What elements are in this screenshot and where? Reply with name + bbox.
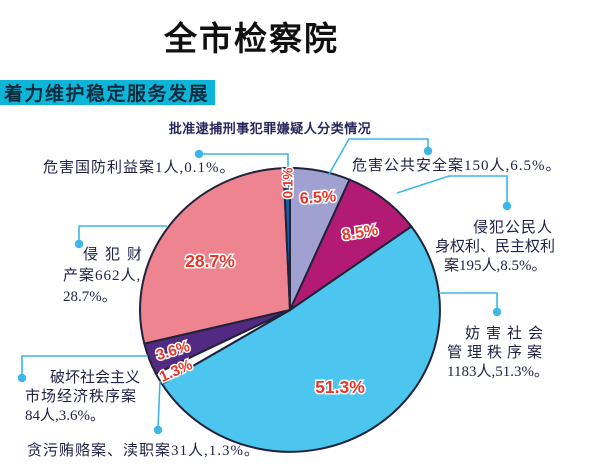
leader-dot-social-order — [492, 307, 502, 317]
section-banner: 着力维护稳定服务发展 — [0, 80, 215, 105]
chart-title: 批准逮捕刑事犯罪嫌疑人分类情况 — [168, 121, 372, 136]
leader-line-national-defense — [199, 153, 289, 168]
leader-line-citizen-rights — [396, 175, 508, 204]
leader-dot-property — [74, 239, 84, 249]
leader-dot-market-economy — [17, 373, 27, 383]
leader-line-property — [78, 225, 167, 242]
leader-dot-citizen-rights — [502, 201, 512, 211]
leader-line-corruption — [157, 380, 161, 429]
section-banner-text: 着力维护稳定服务发展 — [4, 84, 210, 105]
leader-line-social-order — [439, 292, 498, 310]
pie-slice-national-defense — [282, 166, 291, 311]
pct-label-public-safety: 6.5% — [299, 188, 337, 208]
leader-dot-public-safety — [423, 146, 433, 156]
leader-dot-national-defense — [194, 149, 204, 159]
page-title: 全市检察院 — [164, 20, 339, 57]
leader-dot-corruption — [153, 425, 163, 435]
leader-line-public-safety — [327, 138, 429, 177]
leader-line-market-economy — [21, 355, 148, 376]
pct-label-national-defense: 0.1% — [281, 168, 296, 199]
pct-label-social-order: 51.3% — [315, 377, 365, 397]
pie-slice-social-order — [160, 225, 441, 453]
pie-slice-property — [139, 167, 291, 345]
pct-label-property: 28.7% — [185, 251, 235, 271]
